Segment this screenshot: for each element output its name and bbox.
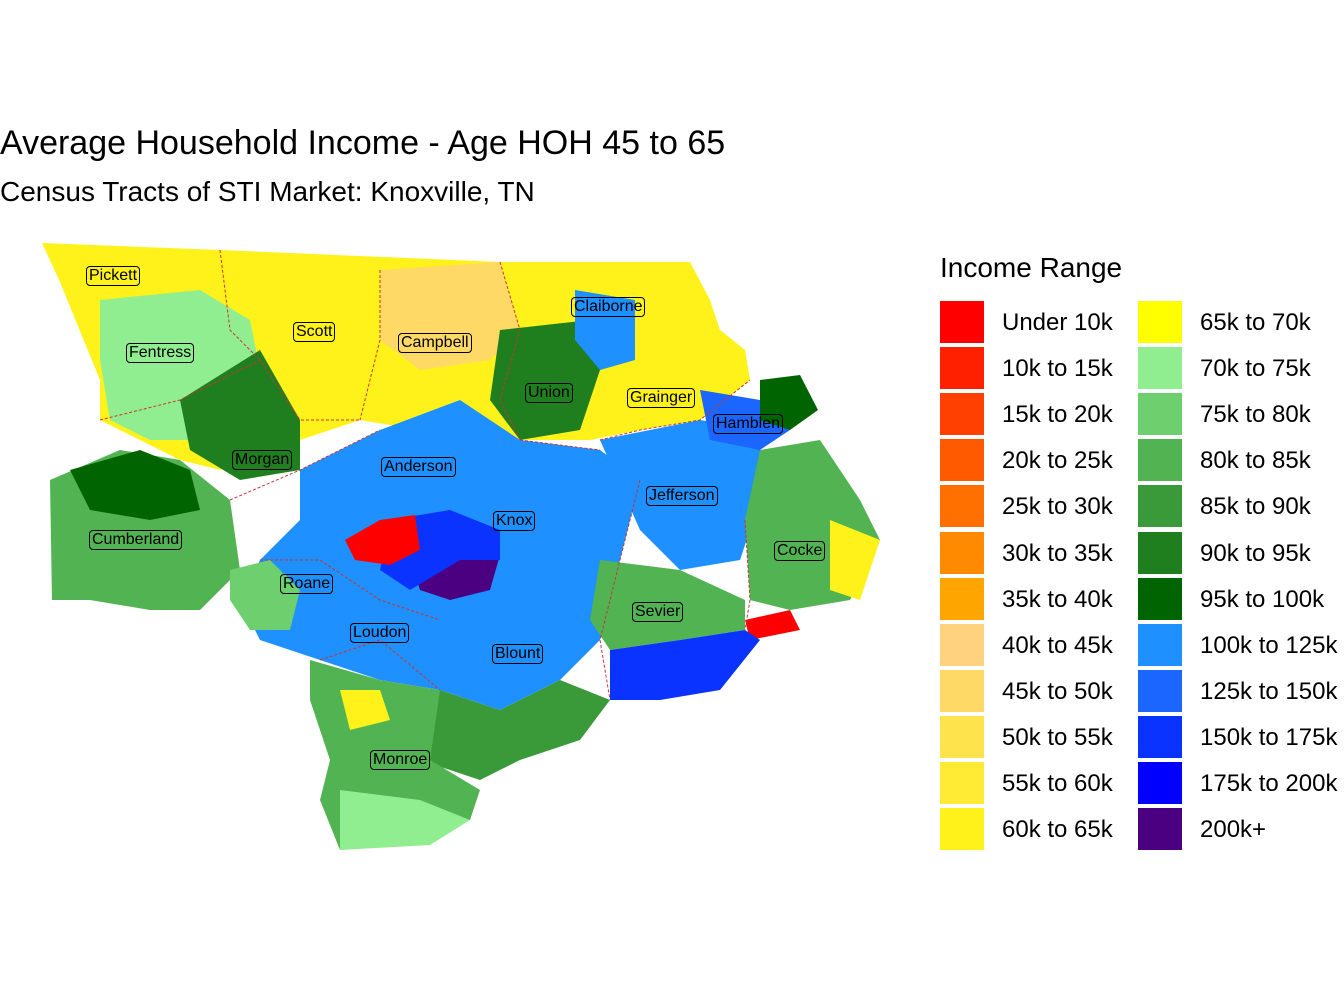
region-morgan: [180, 350, 300, 480]
county-label-monroe: Monroe: [370, 750, 431, 770]
legend-key: [940, 715, 984, 758]
choropleth-map: [42, 243, 880, 850]
region-cocke-yellow: [830, 520, 880, 600]
legend-label: 30k to 35k: [1002, 539, 1113, 567]
region-knox-red: [345, 515, 420, 565]
region-hamblen-dark: [760, 375, 818, 430]
legend-label: 55k to 60k: [1002, 770, 1113, 797]
legend-key: [940, 347, 984, 390]
legend-key: [1138, 393, 1182, 436]
legend-key: [940, 485, 984, 528]
legend-key: [1138, 531, 1182, 574]
legend-key: [940, 623, 984, 666]
legend-key: [940, 301, 984, 343]
legend-label: 75k to 80k: [1200, 401, 1311, 429]
region-hamblen: [700, 390, 790, 450]
legend-label: 95k to 100k: [1200, 585, 1325, 613]
legend-label: 175k to 200k: [1200, 770, 1338, 797]
legend-label: 70k to 75k: [1200, 355, 1311, 383]
region-cumberland-dark: [70, 450, 200, 520]
region-monroe-light: [340, 790, 470, 850]
region-fentress: [100, 290, 260, 440]
region-campbell: [380, 262, 520, 370]
legend-label: 80k to 85k: [1200, 447, 1311, 475]
map-title: Average Household Income - Age HOH 45 to…: [0, 124, 726, 162]
legend-label: 100k to 125k: [1200, 631, 1338, 659]
county-label-union: Union: [525, 383, 573, 403]
legend-key: [940, 531, 984, 574]
county-label-anderson: Anderson: [381, 457, 456, 477]
map-regions: [42, 243, 880, 850]
legend-key: [1138, 347, 1182, 390]
county-label-morgan: Morgan: [232, 450, 293, 470]
legend-title: Income Range: [940, 252, 1123, 283]
map-subtitle: Census Tracts of STI Market: Knoxville, …: [0, 176, 535, 207]
county-label-cumberland: Cumberland: [89, 530, 183, 550]
legend-key: [940, 669, 984, 712]
legend-label: 15k to 20k: [1002, 401, 1113, 429]
legend-key: [1138, 669, 1182, 712]
county-label-cocke: Cocke: [774, 541, 826, 561]
legend-label: 45k to 50k: [1002, 677, 1113, 705]
legend-label: Under 10k: [1002, 309, 1113, 336]
county-label-roane: Roane: [280, 574, 334, 594]
legend-key: [1138, 577, 1182, 620]
county-label-sevier: Sevier: [632, 602, 684, 622]
region-claiborne-blue: [575, 290, 635, 370]
legend-key: [1138, 715, 1182, 758]
county-label-blount: Blount: [492, 644, 544, 664]
legend-label: 50k to 55k: [1002, 723, 1113, 751]
county-label-scott: Scott: [293, 322, 336, 342]
legend-key: [1138, 439, 1182, 482]
legend-key: [1138, 301, 1182, 343]
county-label-pickett: Pickett: [86, 266, 141, 286]
legend-key: [1138, 485, 1182, 528]
county-label-campbell: Campbell: [398, 333, 472, 353]
region-blount-south: [420, 680, 610, 780]
county-label-jefferson: Jefferson: [646, 486, 718, 506]
legend-label: 35k to 40k: [1002, 585, 1113, 613]
legend-key: [940, 762, 984, 804]
legend-key: [940, 577, 984, 620]
legend-key: [940, 808, 984, 851]
legend-label: 65k to 70k: [1200, 309, 1311, 336]
county-label-loudon: Loudon: [350, 623, 410, 643]
county-label-hamblen: Hamblen: [713, 414, 784, 434]
county-label-knox: Knox: [493, 511, 536, 531]
county-borders: [99, 249, 751, 701]
region-sevier-blue: [610, 630, 760, 700]
legend-label: 20k to 25k: [1002, 447, 1113, 475]
legend-label: 85k to 90k: [1200, 493, 1311, 521]
county-label-grainger: Grainger: [627, 388, 696, 408]
legend-key: [940, 439, 984, 482]
region-sevier: [590, 560, 745, 650]
legend-label: 150k to 175k: [1200, 723, 1338, 751]
legend-key: [1138, 762, 1182, 804]
region-cocke-red: [745, 610, 800, 640]
legend-label: 200k+: [1200, 816, 1267, 844]
legend-label: 60k to 65k: [1002, 816, 1113, 844]
legend-key: [940, 393, 984, 436]
legend-key: [1138, 808, 1182, 851]
legend-label: 25k to 30k: [1002, 493, 1113, 521]
region-monroe-yellow: [340, 690, 390, 730]
region-jefferson: [600, 420, 760, 570]
legend-label: 125k to 150k: [1200, 677, 1338, 705]
legend-label: 90k to 95k: [1200, 539, 1311, 567]
legend-label: 40k to 45k: [1002, 631, 1113, 659]
legend-key: [1138, 623, 1182, 666]
region-union: [490, 320, 600, 440]
county-label-claiborne: Claiborne: [571, 297, 646, 317]
county-label-fentress: Fentress: [126, 343, 195, 363]
legend-label: 10k to 15k: [1002, 355, 1113, 383]
